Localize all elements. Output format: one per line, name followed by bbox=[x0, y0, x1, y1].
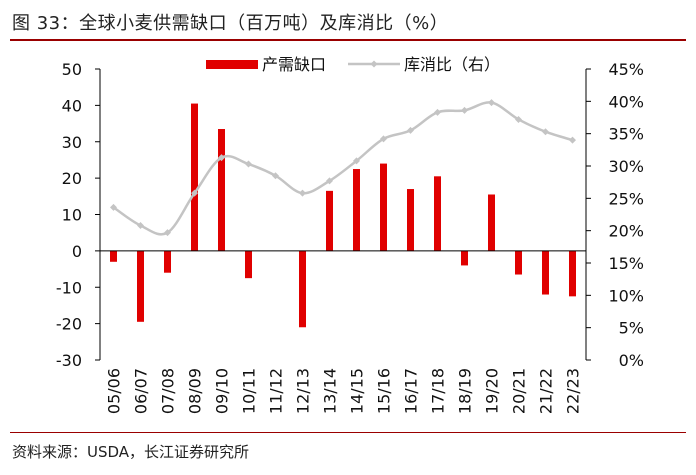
line-point-12/13 bbox=[299, 189, 306, 197]
x-tick-label: 15/16 bbox=[375, 368, 394, 414]
line-point-05/06 bbox=[110, 203, 117, 211]
right-tick-label: 15% bbox=[608, 254, 644, 273]
left-tick-label: -20 bbox=[56, 315, 82, 334]
legend-bar-label: 产需缺口 bbox=[262, 55, 326, 74]
left-tick-label: 30 bbox=[62, 133, 82, 152]
bar-12/13 bbox=[299, 250, 306, 328]
x-tick-label: 14/15 bbox=[348, 368, 367, 414]
bar-09/10 bbox=[218, 129, 225, 251]
left-tick-label: 0 bbox=[72, 242, 82, 261]
right-tick-label: 45% bbox=[608, 60, 644, 79]
x-tick-label: 08/09 bbox=[186, 368, 205, 414]
bar-16/17 bbox=[407, 189, 414, 251]
right-tick-label: 5% bbox=[619, 319, 644, 338]
title-divider bbox=[10, 39, 686, 41]
figure-title: 图 33：全球小麦供需缺口（百万吨）及库消比（%） bbox=[12, 13, 449, 34]
x-tick-label: 19/20 bbox=[483, 368, 502, 414]
figure-source: 资料来源：USDA，长江证券研究所 bbox=[12, 443, 250, 461]
bar-06/07 bbox=[137, 250, 144, 322]
line-point-09/10 bbox=[218, 154, 225, 162]
line-ratio-path bbox=[112, 101, 573, 236]
bar-14/15 bbox=[353, 169, 360, 251]
x-tick-label: 05/06 bbox=[105, 368, 124, 414]
axes: -30 -20 -10 0 10 20 30 40 50 0% 5% 10% 15% 20% 25% 30% 3… bbox=[56, 60, 644, 414]
line-point-08/09 bbox=[191, 189, 198, 197]
bar-08/09 bbox=[191, 103, 198, 251]
source-divider bbox=[10, 432, 686, 433]
bar-19/20 bbox=[488, 194, 495, 251]
legend-line-marker bbox=[370, 60, 378, 68]
bar-20/21 bbox=[515, 250, 522, 275]
line-point-17/18 bbox=[434, 108, 441, 116]
legend: 产需缺口 库消比（右） bbox=[206, 55, 500, 74]
x-tick-label: 16/17 bbox=[402, 368, 421, 414]
bar-series bbox=[110, 103, 576, 328]
left-tick-label: -10 bbox=[56, 278, 82, 297]
bar-22/23 bbox=[569, 250, 576, 297]
line-point-22/23 bbox=[569, 136, 576, 144]
legend-line-label: 库消比（右） bbox=[404, 55, 500, 74]
line-point-21/22 bbox=[542, 128, 549, 136]
line-point-13/14 bbox=[326, 177, 333, 185]
bar-05/06 bbox=[110, 250, 117, 262]
bar-10/11 bbox=[245, 250, 252, 279]
bar-17/18 bbox=[434, 176, 441, 251]
x-tick-label: 07/08 bbox=[159, 368, 178, 414]
right-tick-label: 35% bbox=[608, 125, 644, 144]
x-tick-label: 12/13 bbox=[294, 368, 313, 414]
right-tick-label: 10% bbox=[608, 286, 644, 305]
bar-13/14 bbox=[326, 190, 333, 251]
line-point-07/08 bbox=[164, 229, 171, 237]
right-tick-label: 40% bbox=[608, 92, 644, 111]
right-tick-label: 0% bbox=[619, 351, 644, 370]
left-tick-label: 50 bbox=[62, 60, 82, 79]
left-tick-label: -30 bbox=[56, 351, 82, 370]
bar-15/16 bbox=[380, 163, 387, 251]
bar-18/19 bbox=[461, 250, 468, 266]
x-tick-label: 22/23 bbox=[564, 368, 583, 414]
left-tick-label: 40 bbox=[62, 96, 82, 115]
x-tick-label: 21/22 bbox=[537, 368, 556, 414]
line-point-15/16 bbox=[380, 135, 387, 143]
x-tick-label: 09/10 bbox=[213, 368, 232, 414]
left-tick-label: 10 bbox=[62, 206, 82, 225]
line-point-18/19 bbox=[461, 106, 468, 114]
x-tick-label: 18/19 bbox=[456, 368, 475, 414]
line-point-10/11 bbox=[245, 160, 252, 168]
line-point-20/21 bbox=[515, 115, 522, 123]
x-tick-label: 11/12 bbox=[267, 368, 286, 414]
line-point-14/15 bbox=[353, 157, 360, 165]
chart-svg: -30 -20 -10 0 10 20 30 40 50 0% 5% 10% 15% 20% 25% 30% 3… bbox=[56, 55, 644, 414]
line-point-19/20 bbox=[488, 99, 495, 107]
x-tick-label: 20/21 bbox=[510, 368, 529, 414]
line-series bbox=[110, 99, 576, 237]
line-point-11/12 bbox=[272, 172, 279, 180]
x-tick-label: 06/07 bbox=[132, 368, 151, 414]
right-tick-label: 30% bbox=[608, 157, 644, 176]
bar-21/22 bbox=[542, 250, 549, 295]
x-tick-label: 13/14 bbox=[321, 368, 340, 414]
right-tick-label: 25% bbox=[608, 189, 644, 208]
x-tick-label: 10/11 bbox=[240, 368, 259, 414]
x-tick-label: 17/18 bbox=[429, 368, 448, 414]
line-point-06/07 bbox=[137, 221, 144, 229]
left-tick-label: 20 bbox=[62, 169, 82, 188]
right-tick-label: 20% bbox=[608, 222, 644, 241]
bar-07/08 bbox=[164, 250, 171, 273]
line-point-16/17 bbox=[407, 126, 414, 134]
legend-bar-swatch bbox=[206, 60, 258, 69]
